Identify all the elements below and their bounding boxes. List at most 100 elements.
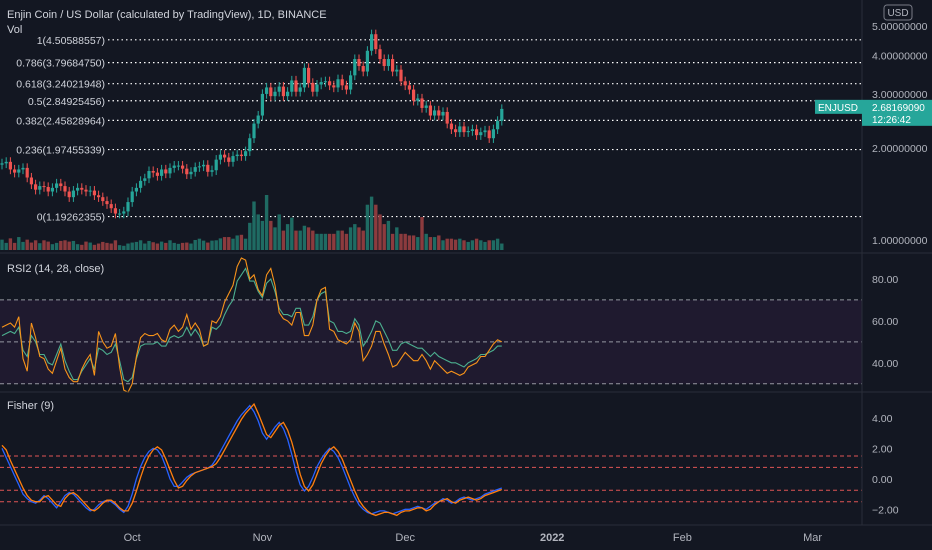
volume-bar xyxy=(59,240,63,250)
fib-level-label: 0.382(2.45828964) xyxy=(16,115,105,127)
volume-bar xyxy=(176,243,181,250)
volume-bar xyxy=(151,242,155,250)
candle-body xyxy=(416,98,420,101)
volume-bar xyxy=(252,201,256,250)
fib-level-label: 0.236(1.97455339) xyxy=(16,145,105,157)
candle-body xyxy=(59,183,63,187)
candle-body xyxy=(260,93,264,116)
fisher-trigger-line xyxy=(1,402,503,517)
candle-body xyxy=(105,201,109,205)
volume-bar xyxy=(323,233,328,250)
volume-bar xyxy=(369,196,374,250)
candle-body xyxy=(256,115,260,124)
candle-body xyxy=(496,120,500,130)
candle-body xyxy=(483,130,487,133)
candle-body xyxy=(76,187,80,191)
volume-label: Vol xyxy=(7,24,23,36)
volume-bar xyxy=(231,238,235,250)
volume-bar xyxy=(458,238,462,250)
candle-body xyxy=(113,208,117,214)
candle-body xyxy=(420,98,424,108)
candle-body xyxy=(13,169,17,173)
candle-body xyxy=(336,79,340,88)
candle-body xyxy=(29,177,33,185)
candle-body xyxy=(202,164,206,167)
price-tick-label: 2.00000000 xyxy=(872,143,928,155)
candle-body xyxy=(311,82,315,92)
candle-body xyxy=(84,189,88,192)
time-tick-label: Dec xyxy=(395,532,415,544)
candle-body xyxy=(34,184,38,190)
volume-bar xyxy=(357,227,361,250)
fib-level-label: 0(1.19262355) xyxy=(37,212,105,224)
currency-label: USD xyxy=(887,8,908,19)
volume-bar xyxy=(386,220,391,250)
volume-bar xyxy=(189,243,193,250)
fisher-pane[interactable]: Fisher (9) xyxy=(0,400,862,517)
candle-body xyxy=(399,69,403,82)
candle-body xyxy=(449,123,453,130)
volume-bar xyxy=(96,243,101,250)
candle-body xyxy=(357,59,361,67)
volume-bar xyxy=(432,237,437,250)
volume-bar xyxy=(495,238,500,250)
rsi-pane[interactable]: RSI2 (14, 28, close) xyxy=(0,257,862,393)
volume-bar xyxy=(235,235,239,250)
candle-body xyxy=(160,169,164,176)
candle-body xyxy=(4,161,8,164)
candle-body xyxy=(88,190,92,192)
candle-body xyxy=(227,157,231,162)
candle-body xyxy=(139,180,143,188)
candle-body xyxy=(50,187,54,192)
candle-body xyxy=(193,167,197,172)
candle-body xyxy=(21,167,25,170)
fisher-tick-label: 0.00 xyxy=(872,474,893,486)
volume-bar xyxy=(84,241,88,250)
volume-bar xyxy=(12,242,17,250)
candle-body xyxy=(206,164,210,172)
candle-body xyxy=(462,126,466,133)
candle-body xyxy=(378,49,382,60)
symbol-tag xyxy=(815,99,862,114)
volume-bar xyxy=(395,227,399,250)
price-pane[interactable]: 1(4.50588557) 0.786(3.79684750) 0.618(3.24… xyxy=(0,29,862,250)
rsi-tick-label: 80.00 xyxy=(872,274,898,286)
volume-bar xyxy=(101,241,105,250)
time-tick-label: Oct xyxy=(124,532,141,544)
fib-level-label: 1(4.50588557) xyxy=(37,35,105,47)
volume-bar xyxy=(327,233,332,250)
candle-body xyxy=(134,187,138,192)
candle-body xyxy=(470,129,474,131)
candle-body xyxy=(395,69,399,72)
candle-body xyxy=(286,91,290,97)
volume-bar xyxy=(437,235,441,250)
volume-bar xyxy=(185,242,189,250)
volume-bar xyxy=(487,240,491,250)
candle-body xyxy=(344,85,348,90)
candle-body xyxy=(500,108,504,121)
volume-bar xyxy=(75,244,80,250)
candle-body xyxy=(265,87,269,94)
volume-bar xyxy=(0,239,4,250)
candle-body xyxy=(433,110,437,116)
volume-bar xyxy=(466,241,470,250)
volume-bar xyxy=(407,235,412,250)
volume-bar xyxy=(453,239,458,250)
candle-body xyxy=(370,34,374,51)
candle-body xyxy=(17,169,21,173)
volume-bar xyxy=(277,214,281,250)
volume-bar xyxy=(126,243,130,250)
fisher-line xyxy=(1,404,503,515)
currency-box xyxy=(883,4,913,21)
candle-body xyxy=(475,129,479,136)
candle-body xyxy=(63,186,67,192)
candle-body xyxy=(374,34,378,50)
candle-body xyxy=(441,111,445,116)
candle-body xyxy=(315,84,319,92)
symbol-tag-label: ENJUSD xyxy=(818,103,858,114)
candle-body xyxy=(281,86,285,97)
candle-body xyxy=(479,132,483,136)
volume-bar xyxy=(332,233,336,250)
candle-body xyxy=(0,163,4,165)
